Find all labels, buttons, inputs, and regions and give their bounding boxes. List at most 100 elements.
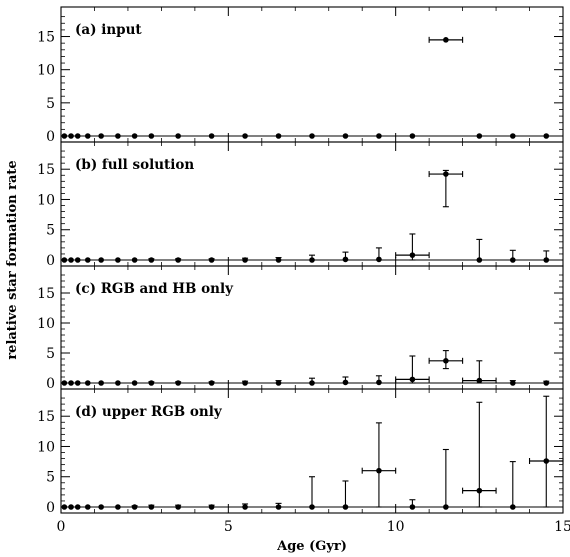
data-point <box>74 380 81 386</box>
y-tick-label: 10 <box>37 192 55 208</box>
data-point <box>242 257 248 263</box>
data-point <box>543 257 550 263</box>
data-point <box>98 133 104 139</box>
y-tick-label: 0 <box>46 376 55 392</box>
data-point <box>84 504 91 510</box>
y-axis-title: relative star formation rate <box>5 160 20 359</box>
data-point <box>131 380 138 386</box>
y-tick-label: 15 <box>37 286 55 302</box>
data-point <box>148 133 155 139</box>
data-point <box>115 257 121 263</box>
data-point <box>376 467 382 474</box>
panel-label: (d) upper RGB only <box>75 404 223 420</box>
data-point <box>275 257 282 263</box>
data-point <box>84 257 91 263</box>
data-point <box>510 380 516 386</box>
data-point <box>84 380 91 386</box>
x-tick-label: 0 <box>57 519 66 535</box>
data-point <box>510 504 516 510</box>
data-point <box>61 257 68 263</box>
panels-layer: 0 5 10 15 (a) input 0 5 10 15 (b) full solution 0 5… <box>37 6 570 535</box>
data-point <box>74 133 81 139</box>
data-point <box>115 133 121 139</box>
data-point <box>208 504 215 510</box>
data-point <box>476 257 483 263</box>
data-point <box>510 133 516 139</box>
data-point <box>543 458 550 464</box>
panel-a: 0 5 10 15 (a) input <box>37 6 564 145</box>
y-tick-label: 15 <box>37 162 55 178</box>
y-tick-label: 10 <box>37 63 55 79</box>
data-point <box>476 487 483 494</box>
data-point <box>275 504 282 510</box>
data-point <box>476 377 483 384</box>
y-tick-label: 5 <box>46 223 55 239</box>
data-point <box>443 504 449 510</box>
data-point <box>376 256 382 263</box>
panel-label: (c) RGB and HB only <box>75 281 234 297</box>
y-tick-label: 10 <box>37 439 55 455</box>
y-tick-label: 0 <box>46 500 55 516</box>
y-tick-label: 15 <box>37 409 55 425</box>
panel-label: (a) input <box>75 22 142 38</box>
data-point <box>409 252 416 258</box>
data-point <box>443 171 449 177</box>
data-point <box>84 133 91 139</box>
data-point <box>409 376 416 383</box>
data-point <box>342 379 349 386</box>
data-point <box>443 358 449 364</box>
data-point <box>476 133 483 139</box>
data-point <box>242 504 248 510</box>
data-point <box>242 380 248 386</box>
data-point <box>115 380 121 386</box>
y-tick-label: 10 <box>37 316 55 332</box>
panel-b: 0 5 10 15 (b) full solution <box>37 141 564 269</box>
data-point <box>309 257 315 263</box>
data-point <box>543 133 550 139</box>
data-point <box>131 257 138 263</box>
data-point <box>175 380 181 386</box>
data-point <box>74 504 81 510</box>
data-point <box>98 257 104 263</box>
data-point <box>309 504 315 510</box>
data-point <box>98 380 104 386</box>
panel-d: 0 5 10 15 (d) upper RGB only <box>37 388 564 516</box>
y-tick-label: 0 <box>46 129 55 145</box>
data-point <box>208 133 215 139</box>
panel-frame <box>60 388 564 514</box>
data-point <box>131 133 138 139</box>
data-point <box>68 504 74 510</box>
x-tick-labels: 0 5 10 15 <box>57 519 570 535</box>
data-point <box>342 504 349 510</box>
data-point <box>342 256 349 263</box>
data-point <box>68 380 74 386</box>
data-point <box>61 504 68 510</box>
data-point <box>148 257 155 263</box>
data-point <box>148 380 155 386</box>
data-point <box>61 380 68 386</box>
data-point <box>74 257 81 263</box>
data-point <box>309 133 315 139</box>
data-point <box>175 504 181 510</box>
data-point <box>342 133 349 139</box>
y-tick-label: 15 <box>37 30 55 46</box>
data-point <box>208 257 215 263</box>
data-point <box>275 380 282 386</box>
data-point <box>376 133 382 139</box>
data-point <box>68 257 74 263</box>
data-point <box>409 133 416 139</box>
data-point <box>61 133 68 139</box>
data-point <box>409 504 416 510</box>
y-tick-label: 0 <box>46 253 55 269</box>
data-point <box>148 504 155 510</box>
y-tick-label: 5 <box>46 96 55 112</box>
data-point <box>208 380 215 386</box>
y-tick-label: 5 <box>46 346 55 362</box>
panel-c: 0 5 10 15 (c) RGB and HB only <box>37 265 564 392</box>
data-point <box>131 504 138 510</box>
y-tick-label: 5 <box>46 470 55 486</box>
data-point <box>543 380 550 386</box>
data-point <box>68 133 74 139</box>
data-point <box>242 133 248 139</box>
